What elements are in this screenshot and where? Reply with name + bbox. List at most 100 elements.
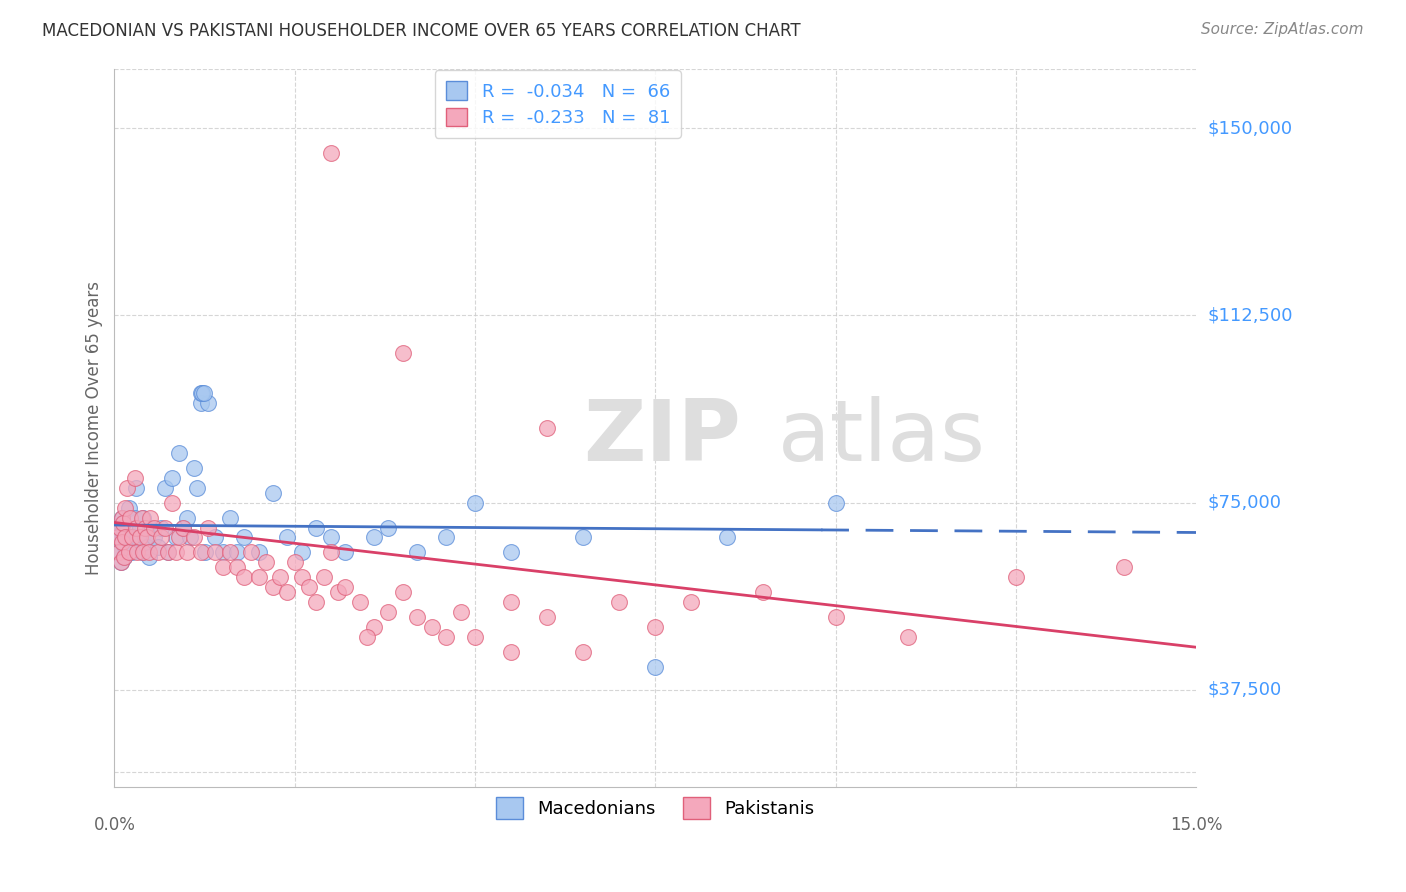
Point [150, 531, 173, 545]
Point [464, 495, 486, 509]
Point [112, 516, 135, 530]
Point [211, 560, 233, 574]
Point [363, 531, 385, 545]
Point [134, 531, 156, 545]
Point [111, 525, 134, 540]
Point [131, 545, 153, 559]
Point [319, 146, 342, 161]
Point [108, 520, 131, 534]
Text: MACEDONIAN VS PAKISTANI HOUSEHOLDER INCOME OVER 65 YEARS CORRELATION CHART: MACEDONIAN VS PAKISTANI HOUSEHOLDER INCO… [42, 22, 801, 40]
Point [110, 556, 132, 570]
Point [117, 481, 139, 495]
Point [107, 531, 129, 545]
Point [127, 531, 149, 545]
Y-axis label: Householder Income Over 65 years: Householder Income Over 65 years [86, 281, 103, 574]
Point [644, 620, 666, 634]
Point [132, 510, 155, 524]
Point [112, 550, 135, 565]
Point [406, 610, 429, 624]
Point [108, 520, 131, 534]
Point [139, 510, 162, 524]
Point [197, 396, 219, 410]
Point [153, 481, 176, 495]
Point [153, 520, 176, 534]
Point [135, 541, 157, 555]
Point [197, 520, 219, 534]
Point [356, 630, 378, 644]
Point [218, 545, 240, 559]
Text: $150,000: $150,000 [1206, 120, 1292, 137]
Point [312, 570, 335, 584]
Point [157, 545, 180, 559]
Point [111, 510, 134, 524]
Point [1112, 560, 1135, 574]
Point [499, 595, 522, 609]
Point [146, 541, 169, 555]
Point [139, 520, 162, 534]
Point [114, 531, 136, 545]
Point [377, 605, 399, 619]
Text: Source: ZipAtlas.com: Source: ZipAtlas.com [1201, 22, 1364, 37]
Point [464, 630, 486, 644]
Point [121, 545, 143, 559]
Point [111, 535, 134, 549]
Point [434, 630, 457, 644]
Point [262, 485, 284, 500]
Point [276, 585, 298, 599]
Point [298, 580, 321, 594]
Point [111, 510, 134, 524]
Point [607, 595, 630, 609]
Point [254, 556, 277, 570]
Point [108, 545, 131, 559]
Point [233, 531, 256, 545]
Point [118, 500, 141, 515]
Point [450, 605, 472, 619]
Point [305, 595, 328, 609]
Point [176, 510, 198, 524]
Point [226, 545, 249, 559]
Point [284, 556, 307, 570]
Point [536, 610, 558, 624]
Point [138, 550, 160, 565]
Point [233, 570, 256, 584]
Point [118, 545, 141, 559]
Point [319, 531, 342, 545]
Point [269, 570, 291, 584]
Point [127, 545, 149, 559]
Point [183, 531, 205, 545]
Point [335, 580, 357, 594]
Point [291, 545, 314, 559]
Point [128, 520, 150, 534]
Point [146, 545, 169, 559]
Point [114, 541, 136, 555]
Point [107, 531, 129, 545]
Point [121, 531, 143, 545]
Point [211, 545, 233, 559]
Point [499, 645, 522, 659]
Point [1005, 570, 1028, 584]
Text: $112,500: $112,500 [1206, 307, 1292, 325]
Point [169, 445, 191, 459]
Point [392, 585, 415, 599]
Point [247, 545, 270, 559]
Point [499, 545, 522, 559]
Text: 0.0%: 0.0% [93, 815, 135, 834]
Point [132, 545, 155, 559]
Point [204, 531, 226, 545]
Point [319, 545, 342, 559]
Point [172, 520, 194, 534]
Point [335, 545, 357, 559]
Point [165, 531, 187, 545]
Point [108, 545, 131, 559]
Point [117, 520, 139, 534]
Point [240, 545, 263, 559]
Point [349, 595, 371, 609]
Point [157, 545, 180, 559]
Point [406, 545, 429, 559]
Point [190, 385, 212, 400]
Point [186, 481, 208, 495]
Text: 15.0%: 15.0% [1170, 815, 1222, 834]
Point [420, 620, 443, 634]
Point [124, 510, 146, 524]
Point [160, 470, 183, 484]
